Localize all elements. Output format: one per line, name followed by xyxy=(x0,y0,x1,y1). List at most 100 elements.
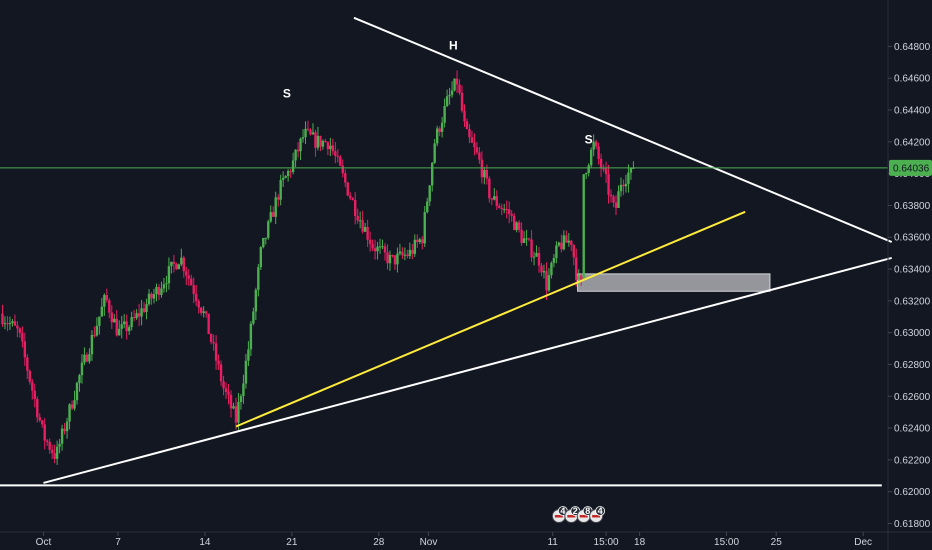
candle-body xyxy=(386,252,389,264)
candle-body xyxy=(187,275,190,279)
candle-body xyxy=(344,173,347,183)
y-tick-label: 0.64600 xyxy=(894,74,931,85)
candle xyxy=(85,352,89,363)
candle xyxy=(401,247,404,260)
y-tick-label: 0.63000 xyxy=(894,328,931,339)
candle xyxy=(175,262,178,270)
candle xyxy=(150,292,153,305)
candle-body xyxy=(580,275,583,280)
candle-body xyxy=(582,174,585,280)
candle xyxy=(398,243,402,256)
candle xyxy=(135,309,138,320)
y-axis[interactable]: 0.648000.646000.644000.642000.640000.638… xyxy=(887,0,931,550)
candle-body xyxy=(185,271,188,276)
candle xyxy=(470,130,474,144)
badge-count: 4 xyxy=(598,506,603,516)
candle-body xyxy=(41,420,44,425)
x-tick-label: 21 xyxy=(286,537,298,548)
candle-body xyxy=(520,229,523,243)
flag-stripe-icon xyxy=(592,515,601,518)
zones-layer xyxy=(577,273,771,292)
candle xyxy=(503,203,506,214)
candle-body xyxy=(26,357,29,371)
current-price-label: 0.64036 xyxy=(893,163,930,174)
candle xyxy=(562,230,566,251)
candle-body xyxy=(222,381,225,389)
pattern-label: S xyxy=(585,132,593,146)
candle xyxy=(381,239,384,250)
candle xyxy=(450,81,454,98)
x-tick-label: 15:00 xyxy=(594,537,619,548)
event-badge[interactable]: 4 xyxy=(551,506,568,523)
candle xyxy=(267,219,270,240)
candle xyxy=(448,87,451,105)
candle xyxy=(411,244,414,260)
candle-body xyxy=(85,354,89,362)
candle-body xyxy=(575,257,578,280)
candle-body xyxy=(411,249,414,254)
candle-body xyxy=(627,172,630,184)
candle-body xyxy=(98,316,101,326)
candle-body xyxy=(28,370,32,382)
candle-body xyxy=(165,283,168,285)
candle xyxy=(224,382,228,400)
candle xyxy=(53,444,56,464)
lower-trendline[interactable] xyxy=(43,256,892,484)
upper-trendline[interactable] xyxy=(353,16,893,243)
candle-body xyxy=(480,159,484,178)
candle-body xyxy=(65,421,69,432)
x-tick-label: 11 xyxy=(547,537,558,548)
candle xyxy=(535,245,538,257)
candle xyxy=(473,133,476,156)
current-price-tag-bg xyxy=(889,159,932,176)
candle xyxy=(537,247,541,273)
candle-body xyxy=(594,141,598,147)
candle-body xyxy=(137,313,141,317)
candle xyxy=(435,125,439,147)
candle-body xyxy=(495,196,498,206)
candle xyxy=(304,121,307,144)
candle-body xyxy=(172,261,176,264)
candle-body xyxy=(485,170,489,179)
candle-body xyxy=(493,196,496,200)
candle xyxy=(349,192,352,201)
candle-body xyxy=(237,402,240,423)
candle xyxy=(490,197,494,206)
candle-body xyxy=(296,149,300,152)
support-zone[interactable] xyxy=(577,273,771,292)
candle xyxy=(607,164,610,204)
candle-body xyxy=(540,265,543,273)
yellow-trendline[interactable] xyxy=(235,210,746,428)
candle xyxy=(88,348,91,364)
candle-body xyxy=(354,200,357,217)
candle xyxy=(204,310,208,318)
candle xyxy=(309,128,312,136)
candle xyxy=(170,261,173,274)
candle-body xyxy=(108,300,111,313)
candle xyxy=(339,155,342,167)
candle-body xyxy=(617,191,620,208)
candle xyxy=(3,316,7,330)
candle-body xyxy=(150,293,153,299)
candle-body xyxy=(545,271,548,291)
event-badge[interactable]: 4 xyxy=(589,506,606,523)
x-tick-label: 14 xyxy=(199,537,211,548)
candle xyxy=(530,230,533,262)
candle xyxy=(6,316,9,332)
candle-body xyxy=(33,390,36,399)
candle-body xyxy=(36,398,39,418)
candle xyxy=(301,129,305,143)
y-tick-label: 0.63600 xyxy=(894,233,931,244)
candle xyxy=(160,281,163,298)
candle xyxy=(520,222,523,246)
candle xyxy=(242,374,245,404)
candle-body xyxy=(291,160,295,173)
candle xyxy=(617,185,620,209)
candle xyxy=(214,335,218,370)
candle-body xyxy=(279,179,282,200)
x-axis[interactable]: Oct 7 14 21 28 Nov 11 15:00 18 15:00 25 Dec xyxy=(0,531,932,548)
candle-body xyxy=(267,221,270,238)
candle-body xyxy=(204,311,208,314)
